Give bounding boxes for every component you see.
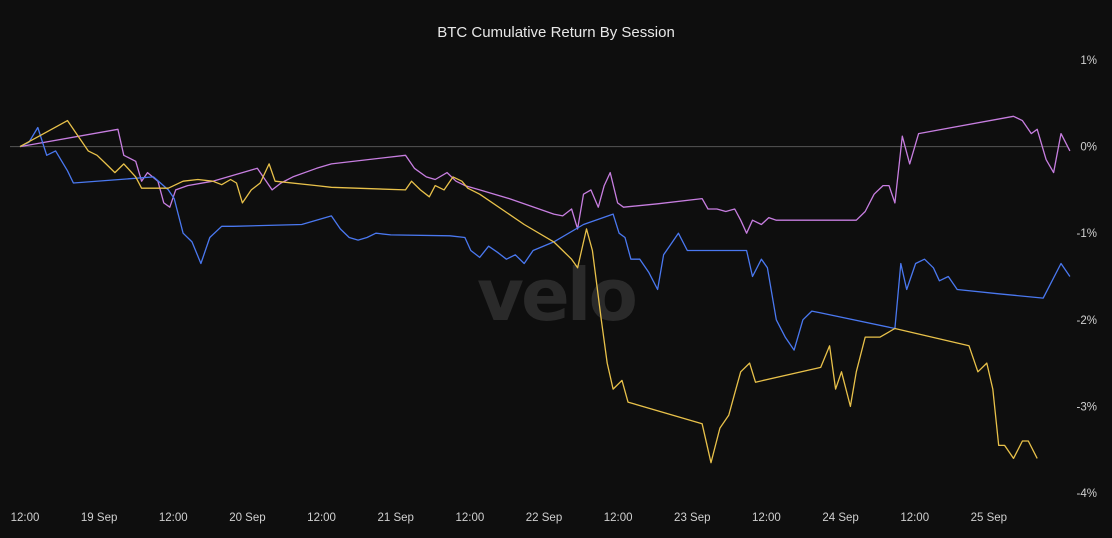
plot-area [19,115,1071,464]
x-tick-label: 12:00 [159,512,188,524]
x-axis: 12:00 19 Sep 12:00 20 Sep 12:00 21 Sep 12:00 22… [11,512,1007,524]
series-line-3 [19,119,1038,464]
y-tick-label: 1% [1080,55,1097,67]
x-tick-label: 22 Sep [526,512,562,524]
y-tick-label: -1% [1077,228,1097,240]
y-tick-label: -4% [1077,488,1097,500]
x-tick-label: 12:00 [11,512,40,524]
x-tick-label: 21 Sep [377,512,413,524]
x-tick-label: 12:00 [455,512,484,524]
x-tick-label: 12:00 [604,512,633,524]
x-tick-label: 19 Sep [81,512,117,524]
y-axis: 1% 0% -1% -2% -3% -4% [1077,55,1097,500]
series-line-1 [19,115,1071,234]
y-tick-label: 0% [1080,142,1097,154]
x-tick-label: 12:00 [900,512,929,524]
watermark: velo [477,253,635,337]
x-tick-label: 23 Sep [674,512,710,524]
x-tick-label: 24 Sep [822,512,858,524]
y-tick-label: -2% [1077,315,1097,327]
x-tick-label: 12:00 [752,512,781,524]
x-tick-label: 12:00 [307,512,336,524]
series-line-2 [19,126,1071,351]
x-tick-label: 25 Sep [971,512,1007,524]
x-tick-label: 20 Sep [229,512,265,524]
chart-title: BTC Cumulative Return By Session [437,24,675,41]
y-tick-label: -3% [1077,401,1097,413]
